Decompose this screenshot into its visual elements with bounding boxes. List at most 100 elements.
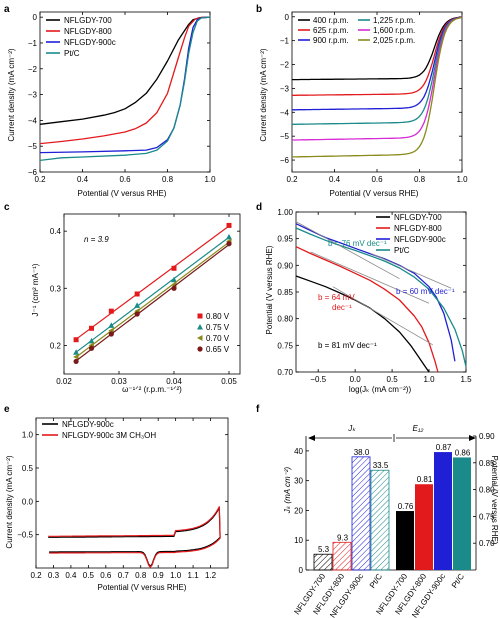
panel-a: a Potential (V versus RHE) Current densi… [4,4,216,198]
data-point-c [73,353,79,360]
y-tick-label-f: 10 [294,536,303,545]
panel-label-f: f [256,404,260,415]
tafel-fit-line [295,221,400,280]
x-tick-label-a: 0.2 [34,175,46,184]
x-tick-label-c: 0.03 [111,377,127,386]
y-tick-label-d: 0.80 [277,315,293,324]
bar-value-label-jk: 38.0 [354,448,370,457]
y-tick-label-e: 0.0 [22,497,34,506]
y-tick-label-right-f: 0.70 [479,539,495,548]
x-tick-label-c: 0.05 [221,377,237,386]
y-tick-label-right-f: 0.85 [479,459,495,468]
y-tick-label-right-f: 0.75 [479,512,495,521]
bar-value-label-e-half: 0.87 [436,443,452,452]
y-tick-label-c: 0.4 [50,227,62,236]
arrow-head-e-half [469,435,476,441]
series-line-rpm [292,16,463,96]
series-line-rpm [292,16,463,111]
legend-label-a: NFLGDY-700 [64,16,112,25]
bar-e-half [434,452,452,570]
data-point-c [171,276,177,283]
panel-label-a: a [4,4,10,15]
x-tick-label-d: 0.5 [387,375,399,384]
y-tick-label-b: −5 [280,132,290,141]
x-axis-label-c: ω⁻¹ᐟ² (r.p.m.⁻¹ᐟ²) [122,385,182,394]
series-line-pt-c [39,16,211,162]
series-line-cv [48,507,221,567]
data-point-c [88,337,95,344]
data-point-c [108,308,114,314]
x-axis-label-a: Potential (V versus RHE) [78,189,167,198]
y-tick-label-a: 0 [33,13,38,22]
y-tick-label-b: −4 [280,108,290,117]
legend-label-d: NFLGDY-800 [394,224,442,233]
group-label-jk: Jₖ [347,424,356,433]
bar-category-label-e-half: Pt/C [450,572,466,590]
bar-value-label-e-half: 0.81 [417,475,433,484]
annotation-n-value: n = 3.9 [84,235,109,244]
data-point-c [73,358,79,365]
legend-marker-c [197,313,203,319]
y-tick-label-a: −2 [28,65,38,74]
y-tick-label-a: −6 [28,168,38,177]
bar-value-label-jk: 9.3 [337,533,349,542]
data-point-c [134,302,141,308]
fit-line-c [75,241,230,358]
bar-value-label-e-half: 0.76 [398,502,414,511]
y-tick-label-b: −3 [280,84,290,93]
y-tick-label-right-f: 0.80 [479,486,495,495]
legend-label-a: NFLGDY-800 [64,27,112,36]
legend-label-a: Pt/C [64,49,80,58]
legend-marker-c [197,324,203,330]
legend-label-b: 1,225 r.p.m. [373,16,415,25]
data-point-c [88,345,95,351]
panel-label-d: d [256,202,262,213]
data-point-c [108,322,115,328]
series-line-rpm [292,16,463,125]
fit-line-c [75,236,230,353]
y-axis-label-f: Jₖ (mA cm⁻²) [283,466,292,514]
legend-marker-c [197,346,203,352]
y-tick-label-a: −4 [28,116,38,125]
bar-value-label-e-half: 0.86 [455,448,471,457]
y-tick-label-d: 0.95 [277,235,293,244]
y-tick-label-a: −3 [28,91,38,100]
y-tick-label-f: 30 [294,477,303,486]
series-line-rpm [292,16,463,158]
y-axis-label-a: Current density (mA cm⁻²) [7,48,16,141]
fit-line-c [75,244,230,362]
y-tick-label-f: 20 [294,506,303,515]
y-tick-label-d: 1.00 [277,208,293,217]
data-point-c [108,331,114,337]
tafel-slope-annotation: b = 76 mV dec⁻¹ [328,239,387,248]
legend-label-b: 1,600 r.p.m. [373,26,415,35]
arrow-head-jk [308,435,315,441]
legend-label-b: 625 r.p.m. [313,26,349,35]
bar-jk [332,541,352,571]
data-point-c [73,349,80,355]
y-tick-label-right-f: 0.90 [479,432,495,441]
panel-label-e: e [4,404,10,415]
x-tick-label-c: 0.02 [56,377,72,386]
data-point-c [73,337,79,343]
panel-label-c: c [4,202,10,213]
plot-frame-c [63,213,241,375]
panel-b: b Potential (V versus RHE) Current densi… [256,4,468,198]
tafel-fit-line [310,251,430,304]
bar-e-half [396,511,414,570]
x-tick-label-e: 1.1 [188,571,200,580]
data-point-c [171,285,177,291]
legend-label-d: NFLGDY-700 [394,213,442,222]
panel-e: e Potential (V versus RHE) Current densi… [4,404,229,592]
y-tick-label-b: −1 [280,37,290,46]
panel-f: f Jₖ (mA cm⁻²) Potential (V versus RHE) … [256,404,499,618]
y-tick-label-b: −2 [280,61,290,70]
legend-label-c: 0.80 V [206,312,230,321]
legend-label-b: 2,025 r.p.m. [373,36,415,45]
y-tick-label-e: −0.5 [17,531,33,540]
data-point-c [171,265,177,271]
y-tick-label-b: −6 [280,156,290,165]
bar-e-half [453,457,471,570]
y-axis-label-e: Current density (mA cm⁻²) [5,455,14,548]
